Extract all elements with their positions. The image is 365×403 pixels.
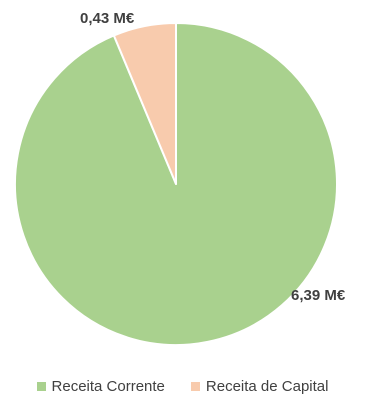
pie-slice-receita-capital[interactable] xyxy=(112,22,177,185)
legend-swatch-receita-capital xyxy=(190,381,200,391)
legend-swatch-receita-corrente xyxy=(36,381,46,391)
legend-item-receita-capital[interactable]: Receita de Capital xyxy=(190,377,329,395)
data-label-receita-corrente: 6,39 M€ xyxy=(291,287,346,304)
legend-label-receita-capital: Receita de Capital xyxy=(205,377,329,395)
pie-slices xyxy=(14,22,338,346)
legend-item-receita-corrente[interactable]: Receita Corrente xyxy=(36,377,165,395)
data-label-receita-capital: 0,43 M€ xyxy=(80,10,135,27)
chart-legend: Receita Corrente Receita de Capital xyxy=(0,374,365,398)
legend-label-receita-corrente: Receita Corrente xyxy=(51,377,165,395)
